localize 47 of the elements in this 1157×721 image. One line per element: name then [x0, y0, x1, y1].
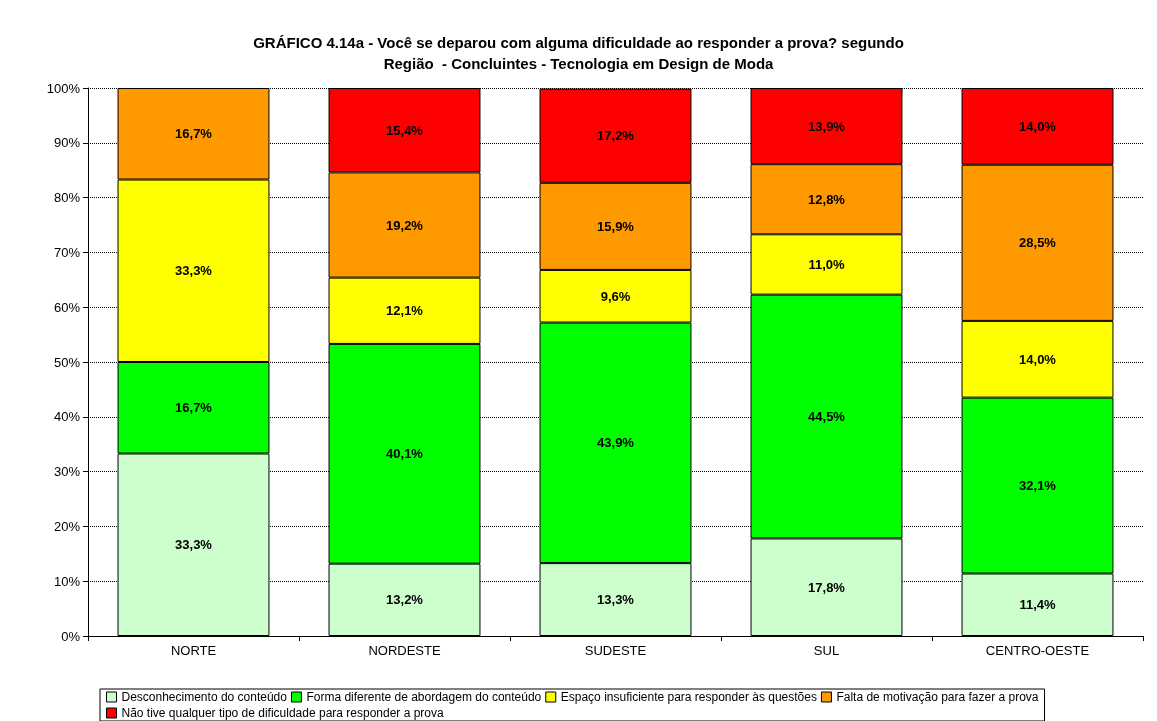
x-tick-label: SUDESTE	[584, 643, 647, 658]
y-tick-label: 10%	[53, 573, 81, 589]
legend-label: Desconhecimento do conteúdo	[121, 690, 288, 704]
chart-title: GRÁFICO 4.14a - Você se deparou com alguma dificuldade ao responder a prova? segundo	[253, 34, 904, 51]
y-tick-label: 80%	[53, 190, 81, 206]
x-tick-label: NORDESTE	[368, 643, 441, 658]
data-label: 14,0%	[1019, 118, 1057, 134]
data-label: 43,9%	[597, 435, 635, 451]
y-tick-label: 40%	[53, 409, 81, 425]
y-tick-label: 20%	[53, 518, 81, 534]
data-label: 44,5%	[808, 409, 846, 425]
y-tick-label: 0%	[61, 628, 81, 644]
data-label: 11,4%	[1019, 597, 1057, 613]
y-tick-label: 30%	[53, 464, 81, 480]
data-label: 15,4%	[386, 122, 424, 138]
legend-label: Forma diferente de abordagem do conteúdo	[306, 690, 542, 704]
data-label: 17,2%	[597, 128, 635, 144]
data-label: 12,8%	[808, 191, 846, 207]
legend-label: Não tive qualquer tipo de dificuldade para responder a prova	[121, 706, 445, 720]
y-tick-label: 60%	[53, 299, 81, 315]
data-label: 13,3%	[597, 592, 635, 608]
data-label: 40,1%	[386, 446, 424, 462]
y-tick-label: 50%	[53, 354, 81, 370]
data-label: 16,7%	[175, 126, 213, 142]
x-tick-label: NORTE	[170, 643, 217, 658]
data-label: 11,0%	[808, 256, 846, 272]
data-label: 9,6%	[600, 288, 631, 304]
data-label: 33,3%	[175, 263, 213, 279]
data-label: 13,9%	[808, 118, 846, 134]
data-label: 17,8%	[808, 579, 846, 595]
data-label: 32,1%	[1019, 478, 1057, 494]
data-label: 28,5%	[1019, 235, 1057, 251]
chart-subtitle: Região - Concluintes - Tecnologia em Design de Moda	[383, 55, 775, 72]
data-label: 14,0%	[1019, 351, 1057, 367]
legend-label: Espaço insuficiente para responder às questões	[560, 690, 817, 704]
x-tick-label: CENTRO-OESTE	[985, 643, 1090, 658]
legend-label: Falta de motivação para fazer a prova	[836, 690, 1039, 704]
x-tick-label: SUL	[813, 643, 840, 658]
data-label: 16,7%	[175, 400, 213, 416]
data-label: 15,9%	[597, 218, 635, 234]
data-label: 33,3%	[175, 537, 213, 553]
y-tick-label: 70%	[53, 244, 81, 260]
y-tick-label: 100%	[46, 80, 81, 96]
data-label: 13,2%	[386, 592, 424, 608]
y-tick-label: 90%	[53, 135, 81, 151]
data-label: 19,2%	[386, 217, 424, 233]
data-label: 12,1%	[386, 303, 424, 319]
